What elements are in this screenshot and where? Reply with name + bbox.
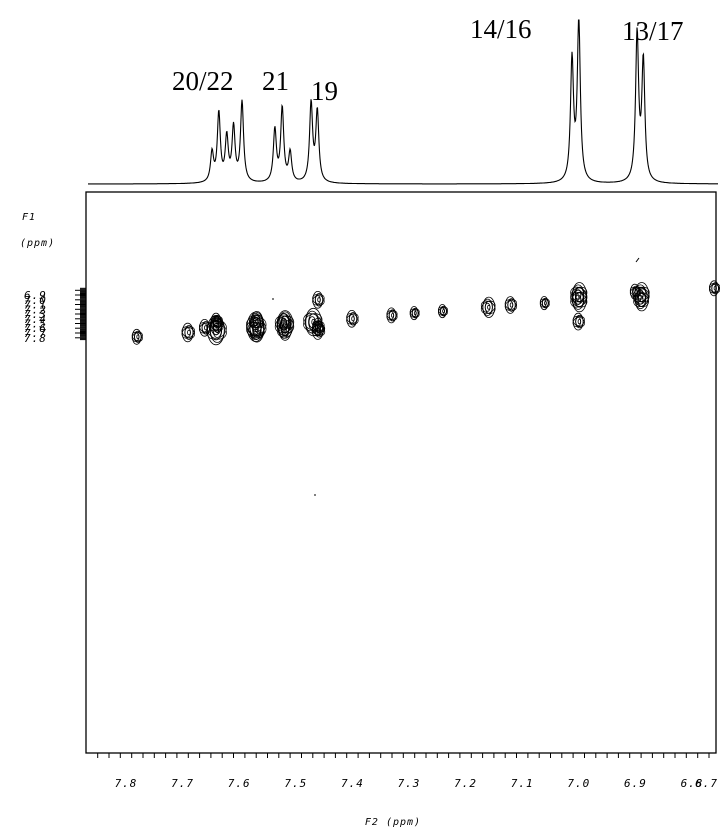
peak-label-13-17: 13/17	[622, 16, 684, 46]
x-tick-label: 7.2	[454, 777, 477, 790]
projection-spectrum-line	[88, 19, 718, 185]
plot-frame	[85, 191, 717, 754]
y-tick-label: 7.2	[24, 303, 47, 316]
peak-labels: 20/22 21 19 14/16 13/17	[172, 14, 684, 106]
y-tick-label: 7.3	[24, 308, 47, 321]
x-axis-title: F2 (ppm)	[365, 817, 421, 828]
x-tick-label: 7.5	[284, 777, 307, 790]
x-tick-label: 7.4	[341, 777, 364, 790]
x-tick-label: 7.7	[171, 777, 194, 790]
cross-peak-12	[199, 318, 212, 337]
diagonal-peak-0	[131, 328, 143, 345]
cross-peak-11	[311, 320, 326, 340]
diagonal-peak-6	[346, 309, 359, 328]
peak-label-21: 21	[262, 66, 289, 96]
projection-spectrum	[88, 19, 718, 185]
y-tick-label: 7.0	[24, 294, 47, 307]
diagonal-peak-15	[709, 280, 720, 297]
cross-peak-7	[247, 317, 265, 343]
diagonal-peak-7	[386, 307, 398, 324]
x-tick-label: 7.6	[228, 777, 251, 790]
diagonal-peak-12	[539, 296, 550, 311]
x-axis-ticks	[97, 753, 710, 758]
x-tick-label: 6.7	[695, 777, 718, 790]
cross-peak-0	[312, 290, 325, 309]
noise-specks	[272, 257, 640, 496]
cross-peak-3	[633, 288, 649, 312]
y-tick-label: 7.7	[24, 327, 47, 340]
diagonal-peak-11	[504, 296, 518, 314]
noise-speck	[635, 257, 640, 263]
y-axis-tick-labels: 6.9 7.0 7.1 7.2 7.3 7.4 7.5 7.6 7.7 7.8	[24, 289, 47, 345]
y-tick-label: 7.1	[24, 299, 47, 312]
y-tick-label: 6.9	[24, 289, 47, 302]
x-axis-tick-labels: 7.8 7.7 7.6 7.5 7.4 7.3 7.2 7.1 7.0 6.9 …	[115, 777, 718, 790]
y-axis-title-line1: F1	[22, 212, 36, 223]
diagonal-peak-9	[437, 304, 448, 319]
peak-label-20-22: 20/22	[172, 66, 234, 96]
cross-peak-13	[629, 283, 641, 300]
x-tick-label: 6.9	[624, 777, 647, 790]
x-tick-label: 6.8	[681, 777, 704, 790]
peak-label-19: 19	[311, 76, 338, 106]
contour-peaks	[131, 280, 720, 346]
x-tick-label: 7.3	[398, 777, 421, 790]
cross-peak-1	[572, 312, 585, 331]
y-tick-label: 7.4	[24, 313, 47, 326]
y-tick-label: 7.8	[24, 332, 47, 345]
y-tick-label: 7.5	[24, 318, 47, 331]
peak-label-14-16: 14/16	[470, 14, 532, 44]
y-axis-title-line2: (ppm)	[20, 238, 55, 249]
y-tick-label: 7.6	[24, 322, 47, 335]
x-tick-label: 7.8	[115, 777, 138, 790]
diagonal-peak-1	[181, 322, 196, 343]
cross-peak-2	[570, 282, 588, 307]
y-axis-ticks	[75, 287, 86, 341]
x-tick-label: 7.1	[511, 777, 534, 790]
diagonal-peak-10	[480, 296, 496, 318]
x-tick-label: 7.0	[567, 777, 590, 790]
diagonal-peak-8	[409, 306, 420, 321]
cross-peak-5	[209, 315, 224, 336]
cross-peak-9	[277, 311, 292, 333]
